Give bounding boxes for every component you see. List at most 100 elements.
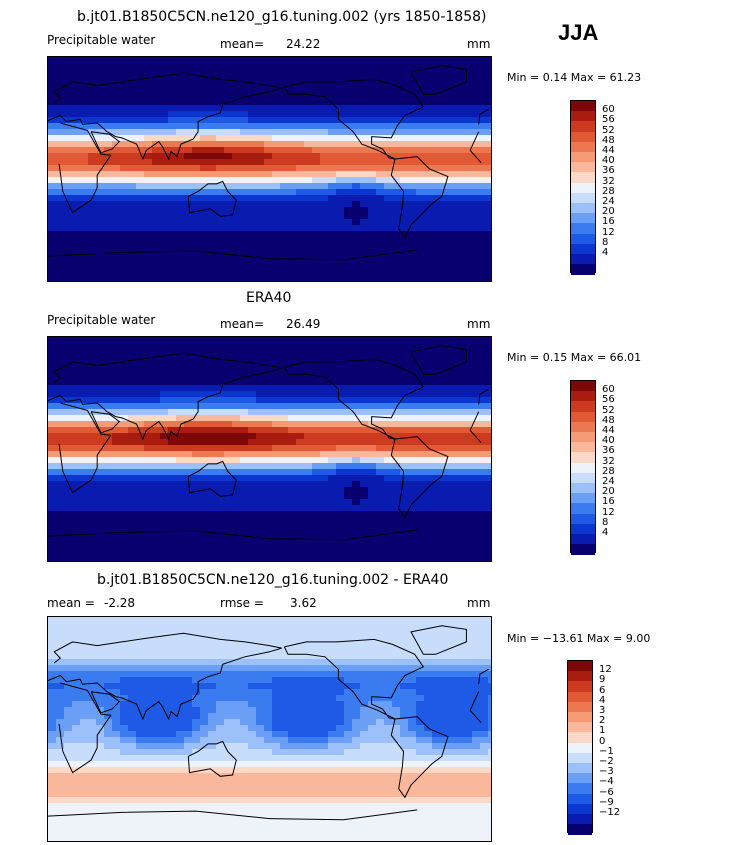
contour-cell bbox=[88, 355, 97, 362]
contour-cell bbox=[72, 445, 81, 452]
contour-cell bbox=[352, 349, 361, 356]
contour-cell bbox=[104, 647, 113, 654]
contour-cell bbox=[440, 617, 449, 624]
contour-cell bbox=[264, 629, 273, 636]
contour-cell bbox=[408, 243, 417, 250]
contour-cell bbox=[456, 487, 465, 494]
contour-cell bbox=[304, 267, 313, 274]
contour-cell bbox=[360, 367, 369, 374]
contour-cell bbox=[344, 171, 353, 178]
contour-cell bbox=[464, 653, 473, 660]
contour-cell bbox=[456, 617, 465, 624]
contour-cell bbox=[280, 273, 289, 280]
contour-cell bbox=[256, 391, 265, 398]
contour-cell bbox=[136, 105, 145, 112]
contour-cell bbox=[472, 505, 481, 512]
contour-cell bbox=[232, 195, 241, 202]
contour-cell bbox=[432, 629, 441, 636]
contour-cell bbox=[72, 349, 81, 356]
contour-cell bbox=[72, 249, 81, 256]
contour-cell bbox=[280, 535, 289, 542]
contour-cell bbox=[320, 147, 329, 154]
contour-cell bbox=[488, 427, 491, 434]
contour-cell bbox=[480, 243, 489, 250]
contour-cell bbox=[144, 463, 153, 470]
contour-cell bbox=[288, 165, 297, 172]
contour-cell bbox=[256, 487, 265, 494]
contour-cell bbox=[408, 391, 417, 398]
contour-cell bbox=[408, 273, 417, 280]
contour-cell bbox=[120, 243, 129, 250]
contour-cell bbox=[424, 641, 433, 648]
contour-cell bbox=[96, 75, 105, 82]
contour-cell bbox=[160, 517, 169, 524]
contour-cell bbox=[376, 361, 385, 368]
contour-cell bbox=[176, 231, 185, 238]
contour-cell bbox=[368, 511, 377, 518]
contour-cell bbox=[64, 337, 73, 344]
contour-cell bbox=[192, 225, 201, 232]
contour-cell bbox=[472, 159, 481, 166]
contour-cell bbox=[344, 541, 353, 548]
contour-cell bbox=[152, 165, 161, 172]
contour-cell bbox=[192, 541, 201, 548]
contour-cell bbox=[88, 105, 97, 112]
contour-cell bbox=[296, 231, 305, 238]
contour-cell bbox=[432, 511, 441, 518]
contour-cell bbox=[112, 135, 121, 142]
contour-cell bbox=[136, 379, 145, 386]
contour-cell bbox=[464, 499, 473, 506]
contour-cell bbox=[408, 511, 417, 518]
contour-cell bbox=[464, 677, 473, 684]
contour-cell bbox=[416, 457, 425, 464]
contour-cell bbox=[192, 231, 201, 238]
contour-cell bbox=[344, 141, 353, 148]
contour-cell bbox=[344, 397, 353, 404]
contour-cell bbox=[120, 493, 129, 500]
contour-cell bbox=[472, 117, 481, 124]
contour-cell bbox=[120, 409, 129, 416]
contour-cell bbox=[400, 505, 409, 512]
contour-cell bbox=[384, 499, 393, 506]
contour-cell bbox=[216, 93, 225, 100]
contour-cell bbox=[160, 629, 169, 636]
contour-cell bbox=[408, 451, 417, 458]
contour-cell bbox=[128, 349, 137, 356]
contour-cell bbox=[264, 93, 273, 100]
contour-cell bbox=[488, 373, 491, 380]
contour-cell bbox=[200, 421, 209, 428]
contour-cell bbox=[64, 391, 73, 398]
contour-cell bbox=[312, 165, 321, 172]
contour-cell bbox=[368, 129, 377, 136]
contour-cell bbox=[48, 493, 57, 500]
contour-cell bbox=[432, 457, 441, 464]
contour-cell bbox=[104, 481, 113, 488]
contour-cell bbox=[72, 481, 81, 488]
colorbar-segment bbox=[571, 264, 595, 275]
colorbar-box bbox=[570, 380, 596, 555]
colorbar-tick-label: 40 bbox=[602, 155, 615, 167]
contour-cell bbox=[144, 267, 153, 274]
colorbar-segment bbox=[571, 233, 595, 245]
colorbar-tick-label: 24 bbox=[602, 476, 615, 487]
contour-cell bbox=[472, 469, 481, 476]
contour-cell bbox=[112, 147, 121, 154]
contour-cell bbox=[208, 177, 217, 184]
contour-cell bbox=[312, 379, 321, 386]
contour-cell bbox=[312, 553, 321, 560]
contour-cell bbox=[128, 665, 137, 672]
contour-cell bbox=[168, 403, 177, 410]
contour-cell bbox=[352, 249, 361, 256]
contour-cell bbox=[264, 487, 273, 494]
contour-cell bbox=[312, 147, 321, 154]
contour-cell bbox=[240, 635, 249, 642]
contour-cell bbox=[128, 451, 137, 458]
contour-cell bbox=[400, 273, 409, 280]
contour-cell bbox=[208, 535, 217, 542]
contour-cell bbox=[368, 427, 377, 434]
contour-cell bbox=[328, 535, 337, 542]
contour-cell bbox=[408, 147, 417, 154]
contour-cell bbox=[376, 385, 385, 392]
contour-cell bbox=[352, 213, 361, 220]
contour-cell bbox=[312, 159, 321, 166]
